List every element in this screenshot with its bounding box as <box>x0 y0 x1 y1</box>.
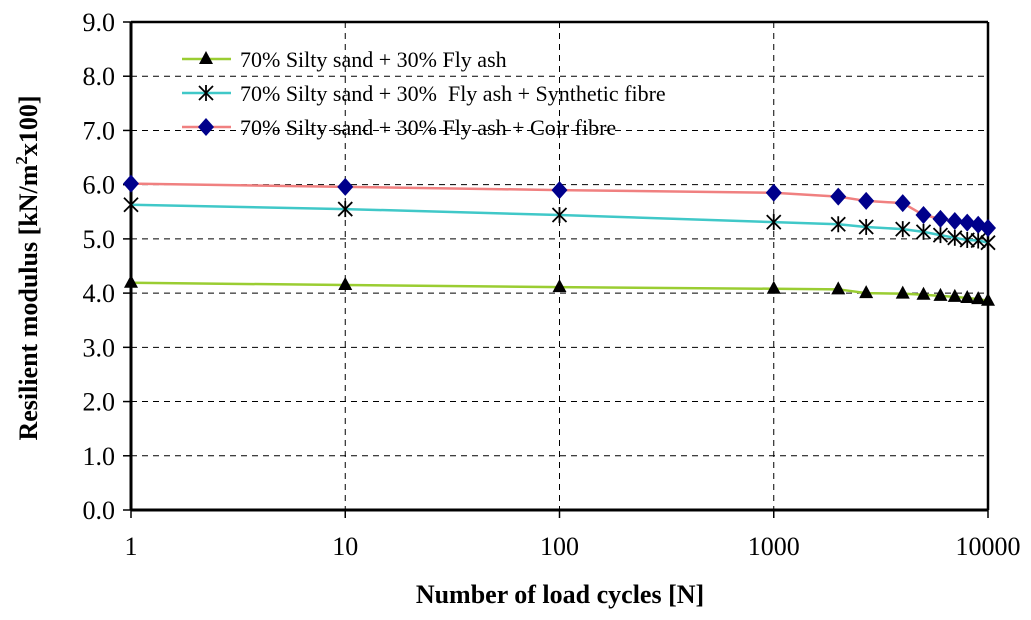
axes <box>123 20 990 518</box>
y-axis-title-main: Resilient modulus [kN/m <box>14 164 43 440</box>
asterisk-marker <box>915 223 932 240</box>
diamond-marker <box>932 209 949 228</box>
diamond-marker <box>894 194 911 213</box>
legend-label: 70% Silty sand + 30% Fly ash + Synthetic… <box>240 81 666 106</box>
asterisk-marker <box>198 85 214 101</box>
diamond-marker <box>551 181 568 200</box>
triangle-marker <box>916 286 931 300</box>
triangle-marker <box>199 51 213 64</box>
triangle-marker <box>971 291 986 305</box>
y-tick-label: 3.0 <box>83 333 116 362</box>
y-tick-label: 1.0 <box>83 442 116 471</box>
series-1 <box>124 274 995 306</box>
diamond-marker <box>830 187 847 206</box>
diamond-marker <box>198 118 214 136</box>
triangle-marker <box>831 281 846 295</box>
legend-entry: 70% Silty sand + 30% Fly ash + Synthetic… <box>182 81 666 106</box>
asterisk-marker <box>337 201 353 218</box>
diamond-marker <box>959 213 976 232</box>
y-axis-title-sup: 2 <box>12 156 31 165</box>
series-layer <box>123 174 996 306</box>
triangle-marker <box>947 288 962 302</box>
asterisk-marker <box>551 207 568 224</box>
y-tick-label: 6.0 <box>83 171 116 200</box>
triangle-marker <box>981 292 995 306</box>
triangle-marker <box>895 285 910 299</box>
legend: 70% Silty sand + 30% Fly ash 70% Silty sa… <box>182 47 666 140</box>
y-axis-title-tail: x100] <box>14 95 43 156</box>
diamond-marker <box>123 174 139 193</box>
diamond-marker <box>337 177 354 196</box>
diamond-marker <box>858 191 875 210</box>
series-3 <box>123 174 996 238</box>
asterisk-marker <box>895 221 911 238</box>
legend-label: 70% Silty sand + 30% Fly ash <box>240 47 507 72</box>
x-tick-label: 1 <box>125 532 138 561</box>
x-tick-label: 10000 <box>956 532 1021 561</box>
triangle-marker <box>338 276 353 290</box>
y-tick-label: 7.0 <box>83 116 116 145</box>
x-tick-label: 100 <box>540 532 579 561</box>
asterisk-marker <box>932 227 949 244</box>
asterisk-marker <box>123 196 139 213</box>
triangle-marker <box>859 285 874 299</box>
x-tick-labels: 1 10 100 1000 10000 <box>125 532 1021 561</box>
asterisk-marker <box>766 214 782 231</box>
y-tick-label: 9.0 <box>83 8 116 37</box>
x-tick-label: 10 <box>332 532 358 561</box>
y-tick-label: 2.0 <box>83 388 116 417</box>
asterisk-marker <box>830 216 846 233</box>
diamond-marker <box>980 219 996 238</box>
legend-label: 70% Silty sand + 30% Fly ash + Coir fibr… <box>240 115 616 140</box>
asterisk-marker <box>947 229 963 246</box>
y-tick-label: 8.0 <box>83 62 116 91</box>
legend-entry: 70% Silty sand + 30% Fly ash <box>182 47 507 72</box>
y-tick-label: 4.0 <box>83 279 116 308</box>
grid <box>131 22 988 510</box>
series-2 <box>123 196 996 251</box>
y-axis-title: Resilient modulus [kN/m2x100] <box>12 95 43 440</box>
triangle-marker <box>124 274 138 288</box>
triangle-marker <box>766 280 781 294</box>
diamond-marker <box>915 206 932 225</box>
diamond-marker <box>765 183 782 202</box>
x-axis-title: Number of load cycles [N] <box>416 580 704 609</box>
diamond-marker <box>946 211 963 230</box>
asterisk-marker <box>970 232 986 249</box>
legend-entry: 70% Silty sand + 30% Fly ash + Coir fibr… <box>182 115 616 140</box>
asterisk-marker <box>980 234 996 251</box>
y-tick-label: 0.0 <box>83 496 116 525</box>
triangle-marker <box>552 279 567 293</box>
y-tick-label: 5.0 <box>83 225 116 254</box>
asterisk-marker <box>858 218 874 235</box>
x-tick-label: 1000 <box>748 532 800 561</box>
triangle-marker <box>933 287 948 301</box>
y-tick-labels: 0.0 1.0 2.0 3.0 4.0 5.0 6.0 7.0 8.0 9.0 <box>83 8 116 525</box>
triangle-marker <box>960 289 975 303</box>
